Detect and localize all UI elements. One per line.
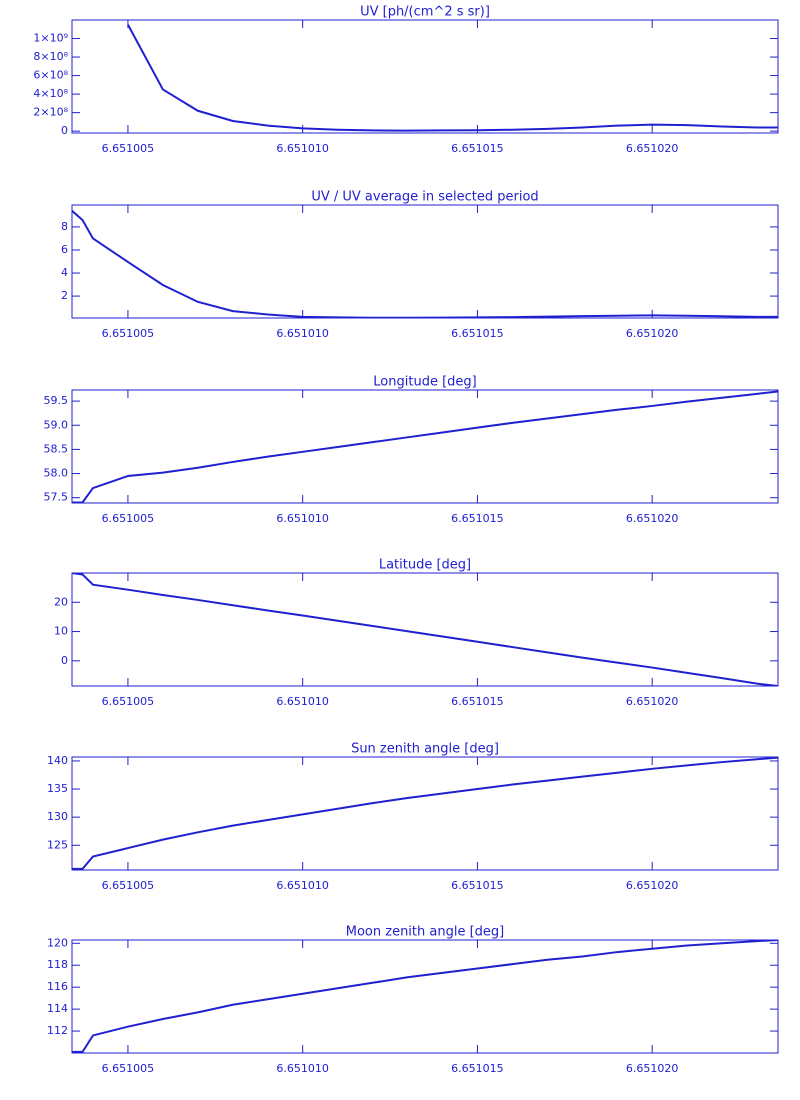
x-tick-label: 6.651005	[102, 512, 155, 525]
y-tick-label: 58.5	[44, 442, 69, 455]
x-tick-label: 6.651010	[276, 142, 329, 155]
x-tick-label: 6.651015	[451, 512, 504, 525]
x-tick-label: 6.651020	[626, 142, 679, 155]
x-tick-label: 6.651015	[451, 1062, 504, 1075]
x-tick-label: 6.651005	[102, 142, 155, 155]
x-tick-label: 6.651015	[451, 142, 504, 155]
y-tick-label: 114	[47, 1002, 68, 1015]
chart-title: Latitude [deg]	[379, 558, 471, 573]
y-tick-label: 59.0	[44, 418, 69, 431]
y-tick-label: 10	[54, 625, 68, 638]
panel: Longitude [deg] 57.5 58.0 58.5 59.0 59.5 6.651…	[44, 375, 779, 525]
x-tick-label: 6.651010	[276, 512, 329, 525]
data-line	[72, 210, 778, 318]
y-tick-label: 20	[54, 595, 68, 608]
y-tick-label: 120	[47, 936, 68, 949]
panel: Latitude [deg] 0 10 20 6.651005 6.651010 6.651…	[54, 558, 779, 708]
y-tick-label: 116	[47, 980, 68, 993]
x-tick-label: 6.651020	[626, 879, 679, 892]
y-tick-label: 135	[47, 782, 68, 795]
x-tick-label: 6.651015	[451, 879, 504, 892]
x-tick-label: 6.651005	[102, 1062, 155, 1075]
data-line	[72, 390, 778, 503]
chart-title: UV / UV average in selected period	[311, 190, 538, 205]
plot-frame	[71, 204, 779, 319]
y-tick-label: 130	[47, 810, 68, 823]
x-tick-label: 6.651005	[102, 879, 155, 892]
chart-title: UV [ph/(cm^2 s sr)]	[360, 5, 490, 20]
x-tick-label: 6.651020	[626, 1062, 679, 1075]
panel: UV / UV average in selected period 2 4 6 8 6.…	[61, 190, 779, 340]
y-tick-label: 118	[47, 958, 68, 971]
chart-title: Sun zenith angle [deg]	[351, 742, 499, 757]
panel: Sun zenith angle [deg] 125 130 135 140 6.6510…	[47, 742, 779, 892]
x-tick-label: 6.651020	[626, 695, 679, 708]
y-tick-label: 58.0	[44, 467, 69, 480]
x-tick-label: 6.651005	[102, 327, 155, 340]
y-tick-label: 6×10⁸	[33, 69, 68, 82]
panel: Moon zenith angle [deg] 112 114 116 118 120 6.…	[47, 925, 779, 1075]
x-tick-label: 6.651020	[626, 327, 679, 340]
x-tick-label: 6.651015	[451, 695, 504, 708]
x-tick-label: 6.651010	[276, 879, 329, 892]
plot-frame	[71, 572, 779, 687]
x-tick-label: 6.651010	[276, 695, 329, 708]
x-tick-label: 6.651010	[276, 327, 329, 340]
y-tick-label: 8×10⁸	[33, 50, 68, 63]
y-tick-label: 1×10⁹	[33, 32, 68, 45]
y-tick-label: 4×10⁸	[33, 87, 68, 100]
y-tick-label: 0	[61, 654, 68, 667]
x-tick-label: 6.651015	[451, 327, 504, 340]
data-line	[72, 940, 778, 1053]
plot-frame	[71, 389, 779, 504]
y-tick-label: 125	[47, 838, 68, 851]
y-tick-label: 57.5	[44, 491, 69, 504]
y-tick-label: 4	[61, 266, 68, 279]
data-line	[127, 24, 778, 132]
y-tick-label: 140	[47, 754, 68, 767]
plot-frame	[71, 756, 779, 871]
panel: UV [ph/(cm^2 s sr)] 0 2×10⁸ 4×10⁸ 6×10⁸ 8×10⁸…	[33, 5, 779, 155]
y-tick-label: 59.5	[44, 394, 69, 407]
y-tick-label: 0	[61, 124, 68, 137]
data-line	[72, 757, 778, 870]
x-tick-label: 6.651020	[626, 512, 679, 525]
plot-frame	[71, 19, 779, 134]
x-tick-label: 6.651010	[276, 1062, 329, 1075]
y-tick-label: 8	[61, 220, 68, 233]
data-line	[72, 573, 778, 686]
y-tick-label: 2	[61, 289, 68, 302]
plot-frame	[71, 939, 779, 1054]
chart-title: Longitude [deg]	[373, 375, 476, 390]
y-tick-label: 6	[61, 243, 68, 256]
y-tick-label: 2×10⁸	[33, 106, 68, 119]
x-tick-label: 6.651005	[102, 695, 155, 708]
chart-title: Moon zenith angle [deg]	[346, 925, 504, 940]
y-tick-label: 112	[47, 1024, 68, 1037]
